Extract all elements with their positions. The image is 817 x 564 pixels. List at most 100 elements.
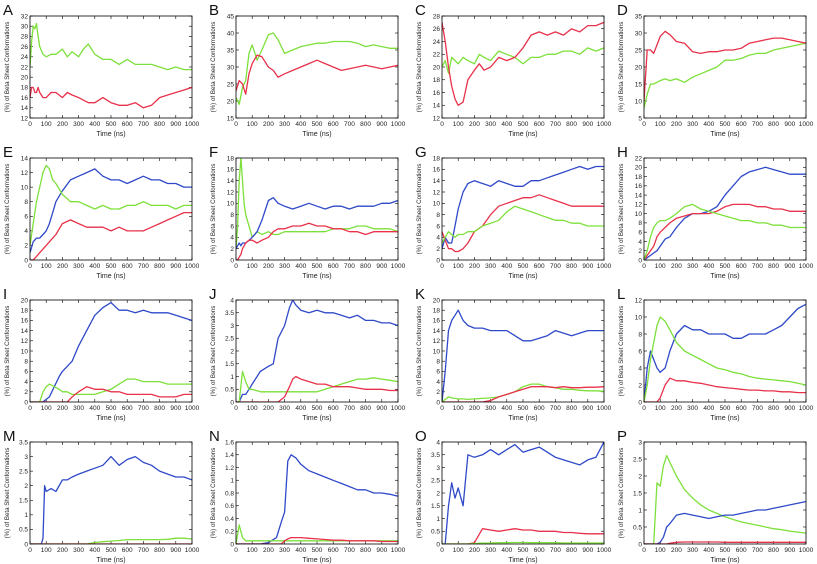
x-tick-label-d: 800 (768, 121, 779, 128)
x-tick-label-e: 700 (138, 263, 149, 270)
x-tick-label-o: 100 (453, 547, 464, 554)
chart-panel-a: A (%) of Beta Sheet Conformations Time (ns… (3, 2, 200, 138)
x-tick-label-i: 0 (28, 405, 32, 412)
x-tick-label-l: 1000 (799, 405, 814, 412)
y-tick-label-o: 0 (436, 541, 440, 548)
panel-label-c: C (415, 2, 426, 19)
y-tick-label-b: 20 (227, 98, 235, 105)
y-tick-label-a: 24 (21, 54, 29, 61)
panel-label-e: E (3, 144, 13, 161)
series-line-p-red (644, 541, 806, 544)
x-tick-label-d: 500 (720, 121, 731, 128)
y-tick-label-i: 12 (21, 338, 29, 345)
x-tick-label-h: 200 (671, 263, 682, 270)
x-tick-label-p: 300 (687, 547, 698, 554)
x-tick-label-c: 400 (501, 121, 512, 128)
x-tick-label-e: 900 (170, 263, 181, 270)
y-tick-label-j: 2.5 (225, 336, 234, 343)
series-line-a-red (30, 86, 192, 109)
x-tick-label-d: 1000 (799, 121, 814, 128)
series-line-l-green (644, 316, 806, 402)
y-tick-label-o: 1.5 (431, 503, 440, 510)
series-line-g-red (442, 194, 604, 253)
y-tick-label-f: 8 (230, 212, 234, 219)
x-tick-label-g: 300 (485, 263, 496, 270)
y-tick-label-m: 0 (24, 541, 28, 548)
series-line-c-red (442, 21, 604, 106)
y-tick-label-c: 14 (433, 103, 441, 110)
y-tick-label-h: 10 (635, 211, 643, 218)
x-tick-label-m: 400 (89, 547, 100, 554)
y-tick-label-j: 0 (230, 399, 234, 406)
x-tick-label-g: 500 (518, 263, 529, 270)
y-tick-label-i: 8 (24, 359, 28, 366)
y-tick-label-d: 15 (635, 81, 643, 88)
panel-label-h: H (617, 144, 628, 161)
y-tick-label-k: 20 (433, 297, 441, 304)
series-line-j-red (236, 375, 398, 402)
y-tick-label-l: 4 (638, 365, 642, 372)
series-line-a-green (30, 22, 192, 71)
x-tick-label-e: 200 (57, 263, 68, 270)
x-tick-label-l: 100 (655, 405, 666, 412)
x-tick-label-h: 1000 (799, 263, 814, 270)
y-tick-label-p: 3 (638, 439, 642, 446)
y-tick-label-b: 30 (227, 64, 235, 71)
chart-panel-g: G (%) of Beta Sheet Conformations Time (ns… (415, 144, 612, 280)
y-axis-label-e: (%) of Beta Sheet Conformations (4, 164, 11, 255)
y-tick-label-j: 3 (230, 323, 234, 330)
plot-frame-a (29, 15, 193, 119)
y-tick-label-d: 35 (635, 13, 643, 20)
x-tick-label-p: 600 (736, 547, 747, 554)
x-tick-label-a: 0 (28, 121, 32, 128)
y-tick-label-l: 0 (638, 399, 642, 406)
y-tick-label-k: 10 (433, 348, 441, 355)
x-tick-label-g: 600 (534, 263, 545, 270)
x-tick-label-d: 200 (671, 121, 682, 128)
x-tick-label-c: 700 (550, 121, 561, 128)
y-tick-label-a: 22 (21, 64, 29, 71)
x-tick-label-n: 100 (247, 547, 258, 554)
y-tick-label-k: 4 (436, 379, 440, 386)
x-tick-label-o: 500 (518, 547, 529, 554)
y-tick-label-g: 18 (433, 155, 441, 162)
x-tick-label-a: 300 (73, 121, 84, 128)
x-tick-label-o: 1000 (597, 547, 612, 554)
plot-frame-c (441, 15, 605, 119)
chart-panel-n: N (%) of Beta Sheet Conformations Time (ns… (209, 428, 406, 564)
x-tick-label-h: 500 (720, 263, 731, 270)
x-tick-label-k: 500 (518, 405, 529, 412)
x-axis-label-o: Time (ns) (508, 557, 537, 564)
x-tick-label-k: 100 (453, 405, 464, 412)
series-line-g-blue (442, 165, 604, 249)
x-tick-label-p: 500 (720, 547, 731, 554)
y-tick-label-m: 2.5 (19, 468, 28, 475)
series-line-m-blue (30, 455, 192, 544)
y-tick-label-a: 16 (21, 95, 29, 102)
y-tick-label-e: 6 (24, 214, 28, 221)
x-tick-label-h: 300 (687, 263, 698, 270)
x-tick-label-p: 400 (703, 547, 714, 554)
x-tick-label-m: 900 (170, 547, 181, 554)
chart-panel-h: H (%) of Beta Sheet Conformations Time (ns… (617, 144, 814, 280)
x-axis-label-k: Time (ns) (508, 415, 537, 422)
y-tick-label-g: 10 (433, 201, 441, 208)
x-tick-label-p: 200 (671, 547, 682, 554)
x-tick-label-e: 1000 (185, 263, 200, 270)
y-tick-label-e: 2 (24, 243, 28, 250)
chart-panel-c: C (%) of Beta Sheet Conformations Time (ns… (415, 2, 612, 138)
x-tick-label-c: 800 (566, 121, 577, 128)
x-tick-label-i: 400 (89, 405, 100, 412)
x-tick-label-b: 300 (279, 121, 290, 128)
x-tick-label-c: 500 (518, 121, 529, 128)
x-tick-label-j: 0 (234, 405, 238, 412)
panel-label-g: G (415, 144, 427, 161)
y-tick-label-c: 24 (433, 39, 441, 46)
y-tick-label-l: 12 (635, 297, 643, 304)
y-tick-label-i: 14 (21, 328, 29, 335)
x-tick-label-f: 300 (279, 263, 290, 270)
y-axis-label-k: (%) of Beta Sheet Conformations (416, 306, 423, 397)
y-tick-label-j: 2 (230, 348, 234, 355)
x-tick-label-c: 0 (440, 121, 444, 128)
panel-label-b: B (209, 2, 219, 19)
